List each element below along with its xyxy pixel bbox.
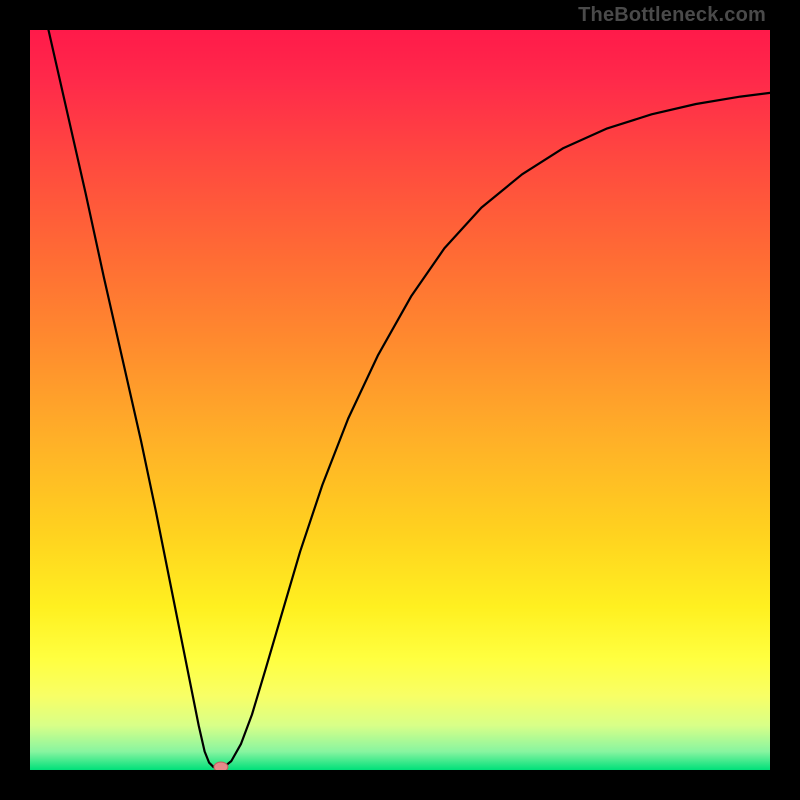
watermark-text: TheBottleneck.com xyxy=(578,4,766,27)
bottleneck-curve xyxy=(30,30,770,770)
plot-area xyxy=(30,30,770,770)
chart-frame: TheBottleneck.com xyxy=(0,0,800,800)
curve-minimum-marker xyxy=(214,762,228,770)
